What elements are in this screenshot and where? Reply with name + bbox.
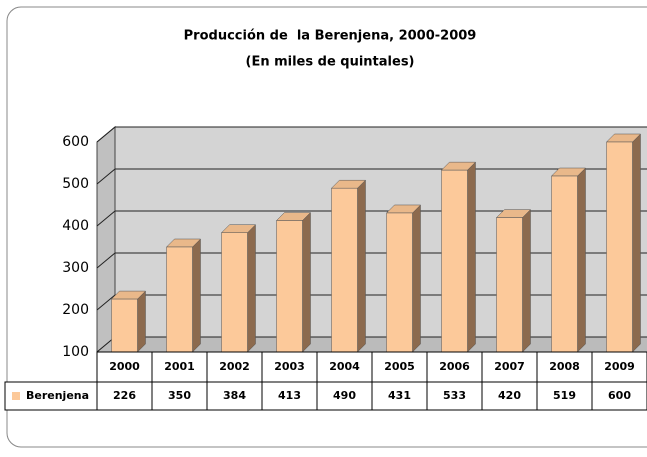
bar-side: [302, 211, 311, 353]
x-tick-label: 2004: [329, 360, 360, 373]
bar-side: [137, 290, 146, 353]
x-tick-label: 2009: [604, 360, 635, 373]
legend-marker: [12, 392, 20, 400]
bar-side: [632, 133, 641, 353]
bar: [496, 217, 523, 353]
bar: [441, 169, 468, 353]
grid-line: [96, 252, 116, 269]
grid-line: [96, 126, 116, 143]
grid-line: [96, 294, 116, 311]
bar-side: [192, 238, 201, 353]
bar: [606, 141, 633, 353]
grid-line: [96, 210, 116, 227]
x-tick-label: 2003: [274, 360, 305, 373]
data-table-value: 226: [113, 389, 136, 402]
y-tick-label: 600: [62, 134, 89, 150]
x-tick-label: 2005: [384, 360, 415, 373]
data-table-value: 384: [223, 389, 246, 402]
x-tick-label: 2006: [439, 360, 470, 373]
bar: [386, 212, 413, 353]
bar-side: [467, 161, 476, 353]
bar-side: [522, 208, 531, 353]
data-table-value: 420: [498, 389, 521, 402]
bar-side: [247, 224, 256, 353]
y-tick-label: 300: [62, 260, 89, 276]
data-table-value: 350: [168, 389, 191, 402]
data-table-value: 519: [553, 389, 576, 402]
bar: [551, 175, 578, 353]
bar-side: [577, 167, 586, 353]
chart-subtitle: (En miles de quintales): [246, 55, 415, 70]
bar: [221, 232, 248, 353]
chart-title: Producción de la Berenjena, 2000-2009: [184, 29, 477, 44]
grid-line: [96, 168, 116, 185]
bar: [111, 298, 138, 353]
x-tick-label: 2000: [109, 360, 140, 373]
y-tick-label: 200: [62, 302, 89, 318]
data-table-row: [4, 381, 647, 411]
x-tick-label: 2008: [549, 360, 580, 373]
bar: [331, 187, 358, 353]
legend-label: Berenjena: [26, 389, 89, 402]
bar-side: [412, 204, 421, 353]
y-tick-label: 400: [62, 218, 89, 234]
data-table-value: 413: [278, 389, 301, 402]
x-tick-label: 2007: [494, 360, 525, 373]
bar: [166, 246, 193, 353]
x-tick-label: 2001: [164, 360, 195, 373]
data-table-value: 600: [608, 389, 631, 402]
data-table-value: 490: [333, 389, 356, 402]
data-table-value: 533: [443, 389, 466, 402]
x-tick-label: 2002: [219, 360, 250, 373]
y-tick-label: 100: [62, 344, 89, 360]
y-tick-label: 500: [62, 176, 89, 192]
bar-side: [357, 179, 366, 353]
bar: [276, 220, 303, 353]
data-table-value: 431: [388, 389, 411, 402]
